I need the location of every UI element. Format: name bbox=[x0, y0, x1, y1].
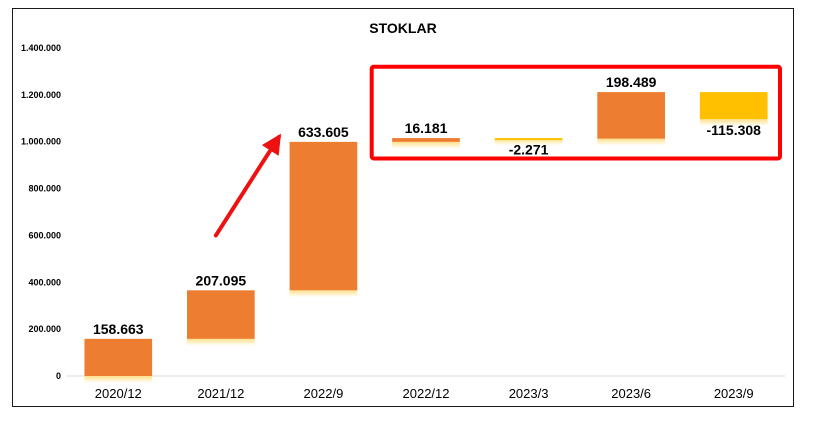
bar-glow bbox=[494, 138, 563, 146]
data-label: 158.663 bbox=[93, 321, 144, 337]
waterfall-bar bbox=[597, 92, 665, 139]
x-tick-label: 2023/9 bbox=[714, 386, 754, 401]
x-tick-label: 2021/12 bbox=[197, 386, 244, 401]
trend-arrow bbox=[213, 133, 282, 238]
annotations bbox=[213, 64, 782, 238]
highlight-box bbox=[369, 64, 782, 161]
data-label: 633.605 bbox=[298, 124, 349, 140]
waterfall-chart: STOKLAR 0 200.000 400.000 600.000 800.000 1.0… bbox=[21, 20, 785, 401]
x-axis: 2020/12 2021/12 2022/9 2022/12 2023/3 2023/6 2… bbox=[67, 375, 785, 401]
y-tick-label: 1.000.000 bbox=[21, 137, 61, 147]
y-axis: 0 200.000 400.000 600.000 800.000 1.000.000 1.… bbox=[21, 43, 61, 381]
bar-glow bbox=[187, 338, 255, 346]
y-tick-label: 800.000 bbox=[28, 184, 61, 194]
waterfall-bar bbox=[392, 138, 460, 142]
bar-glow bbox=[84, 376, 153, 383]
x-tick-label: 2020/12 bbox=[95, 386, 142, 401]
data-labels: 158.663 207.095 633.605 16.181 -2.271 198.489… bbox=[93, 74, 761, 337]
x-tick-label: 2023/6 bbox=[611, 386, 651, 401]
waterfall-bar bbox=[289, 141, 358, 291]
data-label: -115.308 bbox=[706, 122, 761, 138]
data-label: 207.095 bbox=[196, 272, 247, 288]
data-label: 198.489 bbox=[606, 74, 657, 90]
waterfall-bar bbox=[187, 290, 255, 339]
data-label: 16.181 bbox=[405, 120, 448, 136]
waterfall-bar bbox=[84, 338, 153, 376]
waterfall-bar bbox=[699, 92, 768, 120]
y-tick-label: 1.200.000 bbox=[21, 90, 61, 100]
waterfall-bar bbox=[494, 138, 563, 141]
x-tick-label: 2023/3 bbox=[509, 386, 549, 401]
bars bbox=[84, 92, 768, 383]
y-tick-label: 400.000 bbox=[28, 277, 61, 287]
chart-title: STOKLAR bbox=[369, 20, 436, 36]
data-label: -2.271 bbox=[509, 142, 549, 158]
bar-glow bbox=[289, 290, 358, 298]
y-tick-label: 0 bbox=[56, 371, 61, 381]
y-tick-label: 200.000 bbox=[28, 324, 61, 334]
bar-glow bbox=[392, 141, 460, 149]
x-tick-label: 2022/12 bbox=[403, 386, 450, 401]
y-tick-label: 1.400.000 bbox=[21, 43, 61, 53]
y-tick-label: 600.000 bbox=[28, 230, 61, 240]
bar-glow bbox=[699, 119, 768, 127]
x-tick-label: 2022/9 bbox=[304, 386, 344, 401]
bar-glow bbox=[597, 138, 665, 146]
chart-frame: STOKLAR 0 200.000 400.000 600.000 800.000 1.0… bbox=[12, 8, 794, 407]
